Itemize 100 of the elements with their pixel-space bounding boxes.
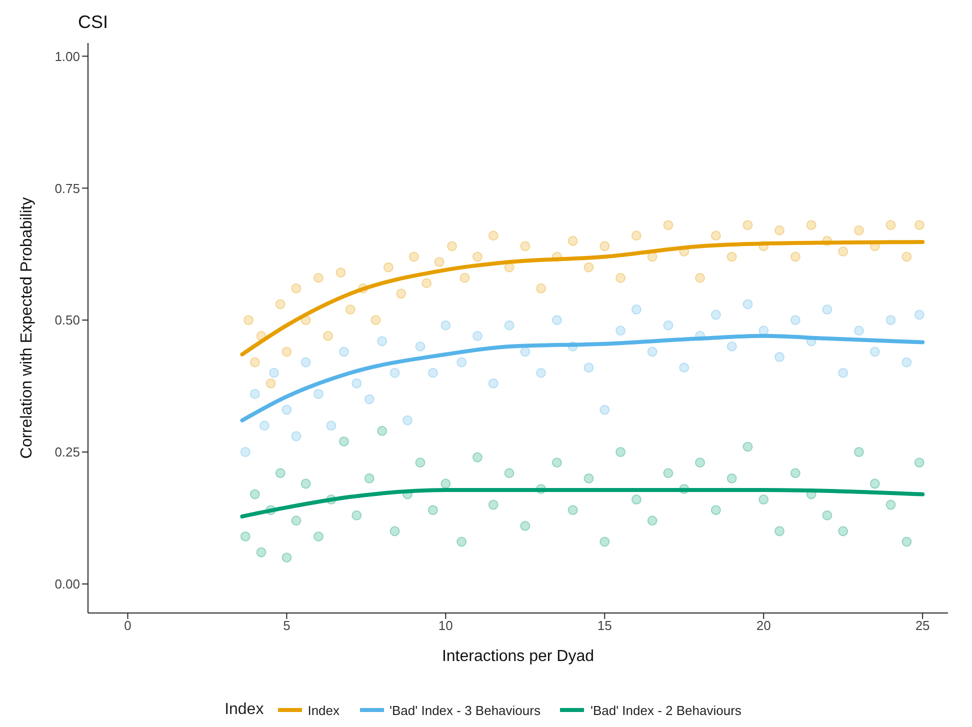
point	[838, 246, 848, 256]
point	[902, 536, 912, 547]
point	[822, 236, 832, 246]
line-series	[240, 488, 925, 518]
point	[352, 378, 362, 388]
point	[695, 330, 706, 341]
point	[568, 341, 578, 352]
point	[914, 310, 924, 320]
point	[377, 426, 388, 436]
point	[822, 304, 832, 315]
point	[390, 526, 400, 536]
point	[600, 241, 610, 252]
point	[256, 330, 266, 341]
point	[326, 494, 336, 505]
point	[520, 241, 530, 252]
x-axis-title: Interactions per Dyad	[442, 648, 594, 665]
point	[742, 220, 753, 230]
point	[854, 326, 864, 336]
point	[250, 388, 260, 399]
point	[396, 288, 406, 299]
point	[415, 458, 426, 468]
y-axis-title: Correlation with Expected Probability	[18, 197, 36, 459]
point	[275, 299, 286, 310]
point	[695, 272, 706, 283]
point	[402, 489, 413, 500]
point	[383, 262, 394, 272]
point	[472, 452, 482, 462]
point	[600, 536, 610, 547]
legend-label: 'Bad' Index - 2 Behaviours	[590, 702, 742, 718]
point	[390, 368, 400, 378]
point	[568, 505, 578, 516]
point	[291, 283, 302, 294]
point	[616, 447, 626, 458]
point	[336, 268, 346, 278]
point	[313, 272, 324, 283]
y-tick-label: 0.50	[54, 312, 80, 328]
point	[282, 404, 292, 415]
point	[914, 458, 924, 468]
point	[250, 357, 260, 368]
point	[742, 442, 753, 452]
point	[758, 494, 769, 505]
point	[886, 500, 896, 510]
point	[440, 478, 451, 489]
point	[902, 252, 912, 262]
point	[870, 346, 880, 357]
point	[352, 510, 362, 520]
point	[854, 225, 864, 236]
point	[774, 225, 785, 236]
point	[244, 315, 254, 326]
point	[790, 468, 800, 478]
y-tick-label: 0.25	[54, 444, 80, 460]
point	[695, 458, 706, 468]
point	[710, 505, 721, 516]
point	[552, 252, 562, 262]
x-tick-label: 10	[438, 618, 453, 634]
point	[584, 262, 594, 272]
point	[488, 378, 498, 388]
x-tick-label: 20	[756, 618, 771, 634]
point	[520, 346, 530, 357]
point	[742, 299, 753, 310]
point	[663, 468, 674, 478]
point	[488, 500, 498, 510]
point	[647, 516, 658, 526]
point	[364, 394, 374, 404]
point	[345, 304, 356, 315]
point	[616, 326, 626, 336]
point	[370, 315, 381, 326]
point	[774, 352, 785, 362]
point	[647, 252, 658, 262]
point	[631, 304, 642, 315]
point	[886, 220, 896, 230]
point	[790, 315, 800, 326]
point	[472, 330, 482, 341]
point	[488, 230, 498, 241]
point	[364, 473, 374, 484]
point	[275, 468, 286, 478]
point	[679, 362, 690, 373]
point	[726, 473, 737, 484]
point	[338, 436, 349, 446]
point	[323, 330, 334, 341]
x-tick-label: 0	[124, 618, 132, 634]
point	[456, 536, 467, 547]
point	[504, 262, 514, 272]
point	[870, 478, 880, 489]
point	[440, 320, 451, 330]
point	[240, 447, 250, 458]
point	[726, 341, 737, 352]
point	[536, 283, 546, 294]
point	[313, 388, 324, 399]
point	[710, 310, 721, 320]
point	[600, 404, 610, 415]
point	[902, 357, 912, 368]
x-tick-label: 5	[283, 618, 290, 634]
point	[326, 420, 336, 431]
point	[428, 505, 438, 516]
point	[250, 489, 260, 500]
point	[504, 320, 514, 330]
point	[914, 220, 924, 230]
point	[552, 458, 562, 468]
point	[520, 520, 530, 531]
